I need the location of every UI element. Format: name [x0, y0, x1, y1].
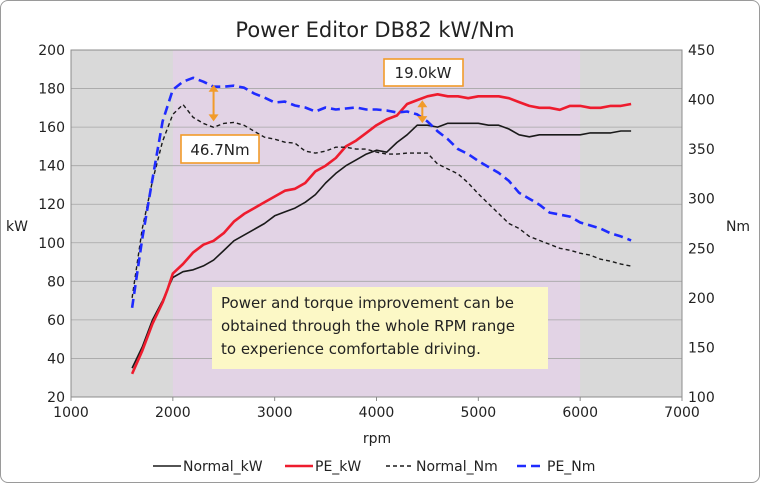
series-line-normal-kw: [131, 122, 632, 369]
y-left-tick-label: 80: [47, 274, 65, 290]
y-right-tick-label: 400: [688, 93, 715, 109]
y-left-tick-label: 160: [38, 120, 65, 136]
legend-item-pe-kw: PE_kW: [285, 459, 361, 475]
y-left-tick-label: 180: [38, 82, 65, 98]
legend-label: PE_Nm: [547, 459, 595, 475]
torque-gain-arrow: [208, 84, 219, 122]
note-box: [212, 287, 548, 369]
y-right-tick-label: 250: [688, 241, 715, 257]
legend-item-pe-nm: PE_Nm: [517, 459, 595, 475]
x-tick-label: 4000: [359, 405, 395, 421]
torque-gain-box: [180, 134, 260, 164]
y-axis-left-label: kW: [6, 219, 28, 235]
y-left-tick-label: 140: [38, 159, 65, 175]
x-tick-label: 6000: [562, 405, 598, 421]
x-tick-label: 1000: [53, 405, 89, 421]
x-tick-label: 7000: [664, 405, 700, 421]
y-left-tick-label: 40: [47, 351, 65, 367]
y-left-tick-label: 200: [38, 43, 65, 59]
chart-title: Power Editor DB82 kW/Nm: [235, 18, 514, 42]
x-tick-label: 3000: [257, 405, 293, 421]
note-text: Power and torque improvement can be obtai…: [221, 294, 515, 358]
x-tick-label: 2000: [155, 405, 191, 421]
torque-gain-label: 46.7Nm: [190, 141, 249, 159]
y-left-tick-label: 60: [47, 313, 65, 329]
y-right-tick-label: 100: [688, 390, 715, 406]
y-right-tick-label: 350: [688, 142, 715, 158]
y-left-tick-label: 120: [38, 197, 65, 213]
series-line-pe-nm: [130, 76, 632, 308]
y-left-tick-label: 20: [47, 390, 65, 406]
legend: Normal_kW PE_kW Normal_Nm PE_Nm: [153, 459, 595, 475]
y-right-tick-label: 300: [688, 192, 715, 208]
series-line-pe-kw: [130, 93, 632, 375]
y-left-tick-label: 100: [38, 236, 65, 252]
legend-item-normal-kw: Normal_kW: [153, 459, 263, 475]
y-axis-right-label: Nm: [726, 219, 750, 235]
legend-label: Normal_kW: [183, 459, 263, 475]
y-right-tick-label: 200: [688, 291, 715, 307]
y-right-tick-label: 450: [688, 43, 715, 59]
x-tick-label: 5000: [461, 405, 497, 421]
legend-label: PE_kW: [315, 459, 361, 475]
legend-item-normal-nm: Normal_Nm: [386, 459, 498, 475]
series-line-normal-nm: [131, 103, 632, 299]
power-gain-box: [383, 58, 464, 87]
legend-label: Normal_Nm: [416, 459, 498, 475]
power-gain-label: 19.0kW: [395, 64, 452, 82]
power-gain-arrow: [417, 100, 428, 124]
y-right-tick-label: 150: [688, 340, 715, 356]
x-axis-label: rpm: [363, 431, 391, 447]
